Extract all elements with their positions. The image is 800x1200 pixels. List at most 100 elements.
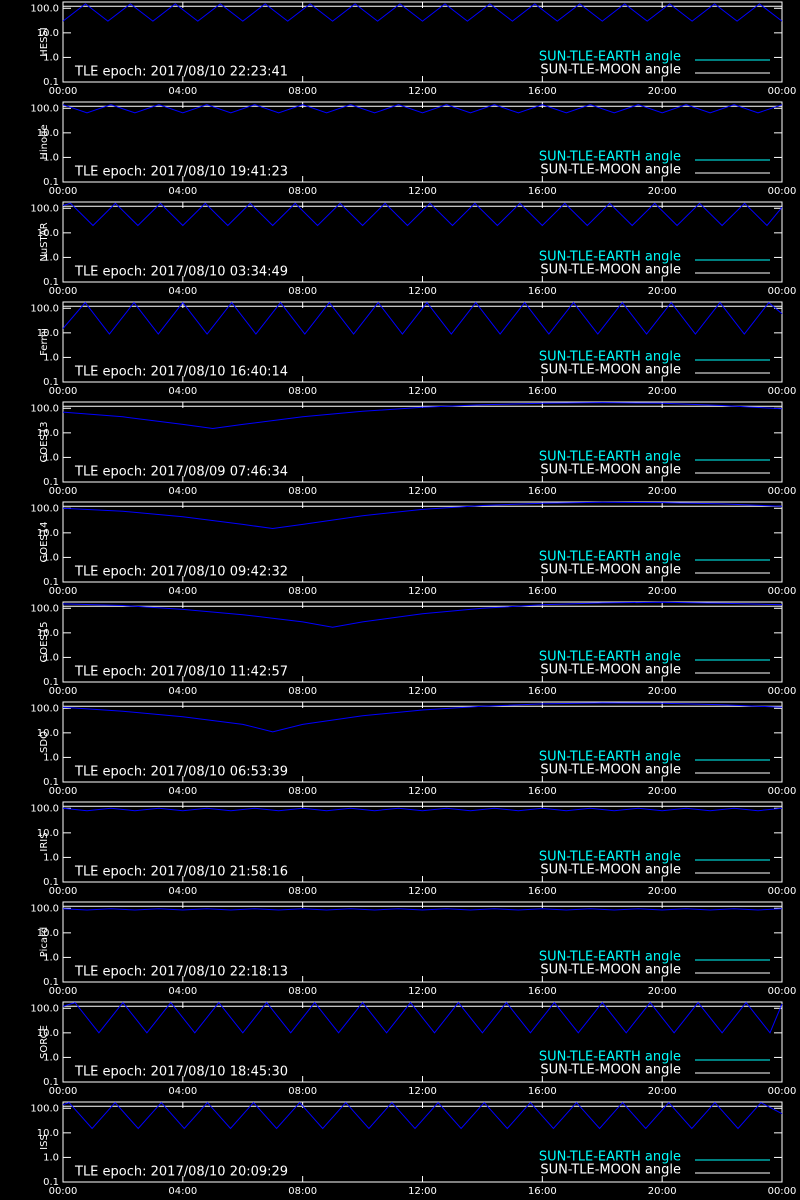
x-tick-label: 00:00	[49, 286, 78, 297]
y-tick-label: 10.0	[37, 128, 59, 139]
annotation: TLE epoch: 2017/08/10 21:58:16	[74, 865, 288, 880]
x-tick-label: 00:00	[768, 886, 797, 897]
x-tick-label: 04:00	[168, 986, 197, 997]
series-line	[62, 202, 783, 227]
x-tick-label: 04:00	[168, 786, 197, 797]
x-tick-label: 00:00	[49, 686, 78, 697]
legend-label: SUN-TLE-MOON angle	[540, 163, 681, 178]
y-tick-label: 100.0	[30, 603, 59, 614]
x-tick-label: 20:00	[648, 1086, 677, 1097]
x-tick-label: 12:00	[408, 486, 437, 497]
x-tick-label: 12:00	[408, 586, 437, 597]
y-axis-label: SDO	[39, 731, 50, 753]
y-tick-label: 10.0	[37, 328, 59, 339]
x-tick-label: 20:00	[648, 86, 677, 97]
y-axis-label: GOES15	[39, 621, 50, 662]
y-tick-label: 100.0	[30, 103, 59, 114]
legend-label: SUN-TLE-MOON angle	[540, 963, 681, 978]
x-tick-label: 20:00	[648, 186, 677, 197]
y-tick-label: 10.0	[37, 828, 59, 839]
legend-label: SUN-TLE-EARTH angle	[539, 1050, 681, 1065]
series-line	[62, 702, 783, 733]
x-tick-label: 20:00	[648, 286, 677, 297]
x-tick-label: 12:00	[408, 986, 437, 997]
annotation: TLE epoch: 2017/08/09 07:46:34	[74, 465, 288, 480]
x-tick-label: 00:00	[768, 286, 797, 297]
y-tick-label: 10.0	[37, 1128, 59, 1139]
x-tick-label: 12:00	[408, 286, 437, 297]
y-axis-label: ISS	[39, 1134, 50, 1150]
x-tick-label: 12:00	[408, 786, 437, 797]
y-tick-label: 100.0	[30, 703, 59, 714]
x-tick-label: 08:00	[288, 186, 317, 197]
y-tick-label: 1.0	[43, 1152, 59, 1163]
x-tick-label: 12:00	[408, 686, 437, 697]
x-tick-label: 00:00	[768, 986, 797, 997]
x-tick-label: 20:00	[648, 786, 677, 797]
legend-label: SUN-TLE-MOON angle	[540, 1163, 681, 1178]
legend-label: SUN-TLE-MOON angle	[540, 1063, 681, 1078]
y-tick-label: 100.0	[30, 1103, 59, 1114]
y-tick-label: 0.1	[43, 477, 59, 488]
y-tick-label: 1.0	[43, 952, 59, 963]
legend-label: SUN-TLE-MOON angle	[540, 563, 681, 578]
y-tick-label: 1.0	[43, 852, 59, 863]
x-tick-label: 20:00	[648, 586, 677, 597]
x-tick-label: 16:00	[528, 1186, 557, 1197]
y-tick-label: 10.0	[37, 628, 59, 639]
y-tick-label: 0.1	[43, 1077, 59, 1088]
legend-label: SUN-TLE-EARTH angle	[539, 450, 681, 465]
annotation: TLE epoch: 2017/08/10 03:34:49	[74, 265, 288, 280]
annotation: TLE epoch: 2017/08/10 20:09:29	[74, 1165, 288, 1180]
y-tick-label: 1.0	[43, 552, 59, 563]
legend-label: SUN-TLE-EARTH angle	[539, 750, 681, 765]
x-tick-label: 00:00	[49, 486, 78, 497]
series-line	[62, 601, 783, 628]
y-tick-label: 1.0	[43, 452, 59, 463]
x-tick-label: 16:00	[528, 186, 557, 197]
x-tick-label: 16:00	[528, 1086, 557, 1097]
legend-label: SUN-TLE-MOON angle	[540, 763, 681, 778]
x-tick-label: 08:00	[288, 486, 317, 497]
x-tick-label: 04:00	[168, 1186, 197, 1197]
legend-label: SUN-TLE-MOON angle	[540, 63, 681, 78]
x-tick-label: 12:00	[408, 86, 437, 97]
x-tick-label: 12:00	[408, 1086, 437, 1097]
x-tick-label: 16:00	[528, 86, 557, 97]
y-tick-label: 1.0	[43, 152, 59, 163]
x-tick-label: 12:00	[408, 886, 437, 897]
y-tick-label: 0.1	[43, 877, 59, 888]
x-tick-label: 08:00	[288, 686, 317, 697]
x-tick-label: 04:00	[168, 586, 197, 597]
y-tick-label: 1.0	[43, 352, 59, 363]
y-tick-label: 1.0	[43, 752, 59, 763]
x-tick-label: 04:00	[168, 86, 197, 97]
x-tick-label: 16:00	[528, 586, 557, 597]
y-tick-label: 100.0	[30, 403, 59, 414]
x-tick-label: 16:00	[528, 886, 557, 897]
annotation: TLE epoch: 2017/08/10 18:45:30	[74, 1065, 288, 1080]
legend-label: SUN-TLE-EARTH angle	[539, 650, 681, 665]
y-axis-label: GOES13	[39, 421, 50, 462]
x-tick-label: 08:00	[288, 1086, 317, 1097]
annotation: TLE epoch: 2017/08/10 19:41:23	[74, 165, 288, 180]
x-tick-label: 00:00	[768, 186, 797, 197]
legend-label: SUN-TLE-MOON angle	[540, 363, 681, 378]
y-axis-label: HESSI	[39, 27, 50, 56]
y-tick-label: 0.1	[43, 977, 59, 988]
annotation: TLE epoch: 2017/08/10 11:42:57	[74, 665, 288, 680]
x-tick-label: 00:00	[49, 986, 78, 997]
legend-label: SUN-TLE-EARTH angle	[539, 550, 681, 565]
x-tick-label: 00:00	[49, 386, 78, 397]
legend-label: SUN-TLE-EARTH angle	[539, 1150, 681, 1165]
series-line	[62, 301, 783, 335]
x-tick-label: 12:00	[408, 1186, 437, 1197]
y-tick-label: 0.1	[43, 377, 59, 388]
x-tick-label: 16:00	[528, 386, 557, 397]
y-tick-label: 10.0	[37, 1028, 59, 1039]
series-line	[62, 908, 783, 911]
y-tick-label: 1.0	[43, 52, 59, 63]
